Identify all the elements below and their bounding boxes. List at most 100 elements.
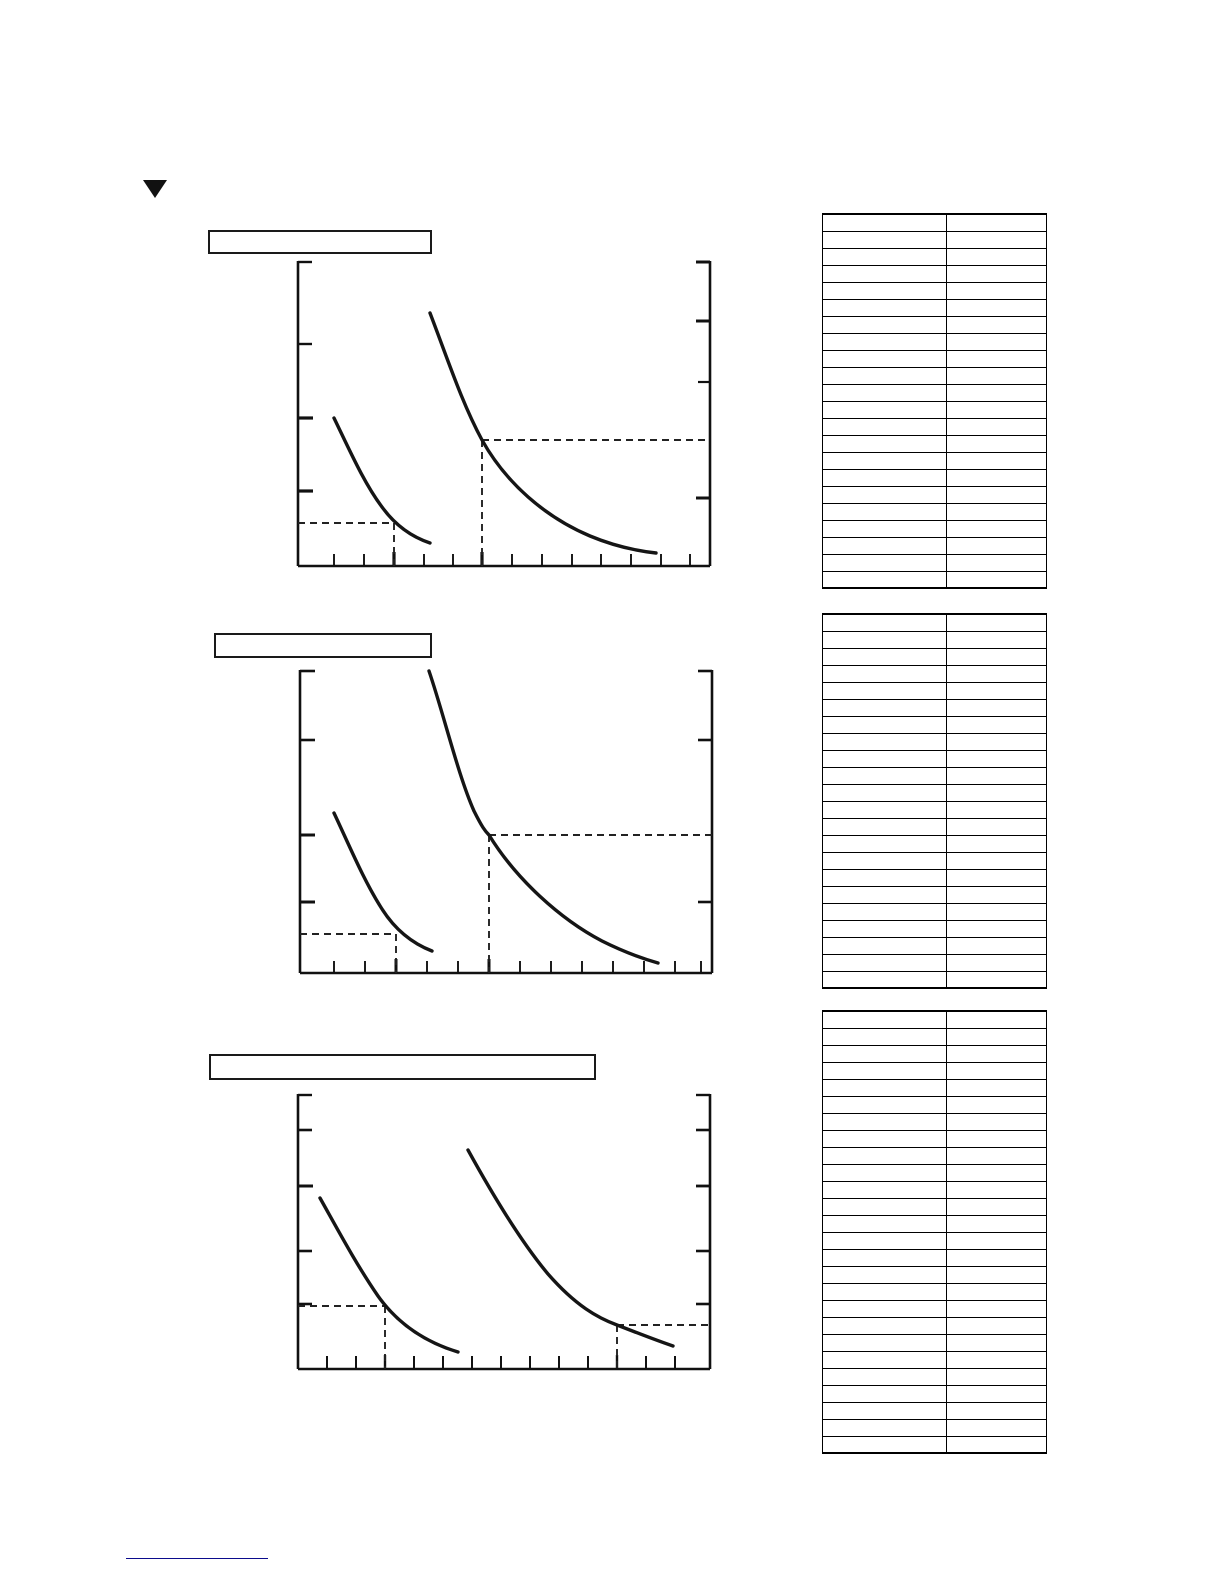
table-cell-label — [822, 885, 947, 904]
table-cell-value — [946, 766, 1047, 785]
table-cell-label — [822, 681, 947, 700]
table-row — [822, 970, 1047, 989]
table-cell-value — [946, 417, 1047, 436]
table-cell-label — [822, 1044, 947, 1063]
table-row — [822, 851, 1047, 870]
table-cell-label — [822, 247, 947, 266]
table-row — [822, 664, 1047, 683]
table-cell-label — [822, 1027, 947, 1046]
chart-2-left-ticks — [300, 669, 315, 904]
table-cell-value — [946, 1333, 1047, 1352]
table-cell-label — [822, 1265, 947, 1284]
chart-3-curve-right — [466, 1148, 675, 1348]
table-cell-value — [946, 1027, 1047, 1046]
table-row — [822, 953, 1047, 972]
table-row — [822, 1282, 1047, 1301]
table-row — [822, 298, 1047, 317]
table-row — [822, 1418, 1047, 1437]
table-row — [822, 1435, 1047, 1454]
table-cell-value — [946, 1418, 1047, 1437]
table-cell-label — [822, 383, 947, 402]
table-row — [822, 749, 1047, 768]
table-cell-label — [822, 281, 947, 300]
table-cell-value — [946, 1095, 1047, 1114]
table-cell-value — [946, 570, 1047, 589]
chart-2-x-major-ticks — [394, 959, 491, 973]
table-row — [822, 1214, 1047, 1233]
table-cell-label — [822, 468, 947, 487]
table-row — [822, 1265, 1047, 1284]
table-cell-value — [946, 851, 1047, 870]
table-cell-value — [946, 1214, 1047, 1233]
data-table-3 — [822, 1010, 1047, 1454]
table-cell-value — [946, 502, 1047, 521]
table-cell-value — [946, 1384, 1047, 1403]
table-row — [822, 502, 1047, 521]
chart-3-title-box — [209, 1054, 596, 1080]
table-cell-value — [946, 647, 1047, 666]
table-cell-label — [822, 613, 947, 632]
table-row — [822, 213, 1047, 232]
table-cell-label — [822, 1350, 947, 1369]
table-row — [822, 817, 1047, 836]
table-cell-value — [946, 715, 1047, 734]
table-cell-label — [822, 553, 947, 572]
table-cell-value — [946, 783, 1047, 802]
table-cell-value — [946, 1316, 1047, 1335]
table-row — [822, 1061, 1047, 1080]
table-cell-value — [946, 332, 1047, 351]
table-cell-value — [946, 485, 1047, 504]
chart-2-right-ticks — [698, 669, 712, 904]
footer-hyperlink[interactable] — [126, 1558, 268, 1559]
table-row — [822, 1163, 1047, 1182]
table-cell-label — [822, 1282, 947, 1301]
table-row — [822, 1129, 1047, 1148]
table-cell-label — [822, 851, 947, 870]
table-cell-label — [822, 715, 947, 734]
chart-1-left-ticks — [298, 260, 313, 493]
table-row — [822, 315, 1047, 334]
table-row — [822, 230, 1047, 249]
table-cell-value — [946, 800, 1047, 819]
table-row — [822, 485, 1047, 504]
table-row — [822, 468, 1047, 487]
data-table-1 — [822, 213, 1047, 589]
table-row — [822, 902, 1047, 921]
table-cell-label — [822, 434, 947, 453]
table-cell-label — [822, 213, 947, 232]
chart-2-curve-right — [427, 669, 660, 965]
table-row — [822, 1316, 1047, 1335]
table-row — [822, 715, 1047, 734]
table-cell-label — [822, 953, 947, 972]
table-row — [822, 383, 1047, 402]
table-cell-label — [822, 264, 947, 283]
table-cell-value — [946, 1265, 1047, 1284]
table-cell-value — [946, 366, 1047, 385]
chart-2-title-box — [214, 633, 432, 658]
table-cell-value — [946, 1078, 1047, 1097]
table-cell-label — [822, 1299, 947, 1318]
table-row — [822, 1095, 1047, 1114]
table-row — [822, 647, 1047, 666]
table-row — [822, 1350, 1047, 1369]
chart-3-plot — [296, 1093, 712, 1371]
table-cell-value — [946, 383, 1047, 402]
table-row — [822, 885, 1047, 904]
table-row — [822, 1027, 1047, 1046]
table-cell-label — [822, 349, 947, 368]
table-row — [822, 570, 1047, 589]
table-cell-value — [946, 281, 1047, 300]
table-cell-label — [822, 1384, 947, 1403]
table-cell-value — [946, 936, 1047, 955]
table-row — [822, 247, 1047, 266]
table-cell-value — [946, 1197, 1047, 1216]
table-cell-value — [946, 1044, 1047, 1063]
table-row — [822, 434, 1047, 453]
table-cell-value — [946, 434, 1047, 453]
chart-1-plot — [296, 260, 712, 568]
chart-2-x-minor-ticks — [333, 961, 702, 973]
table-row — [822, 630, 1047, 649]
table-cell-value — [946, 885, 1047, 904]
table-cell-label — [822, 1112, 947, 1131]
data-table-3-body — [822, 1010, 1047, 1454]
